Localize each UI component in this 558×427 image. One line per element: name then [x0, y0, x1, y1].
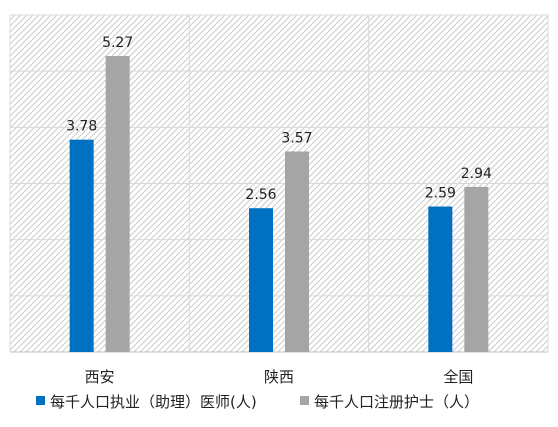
- data-label: 2.56: [245, 187, 276, 203]
- bar-nurses-1: [285, 151, 309, 352]
- bar-nurses-0: [105, 56, 130, 352]
- bar-doctors-1: [249, 208, 273, 352]
- category-label: 陕西: [264, 368, 294, 386]
- bar-doctors-2: [428, 206, 453, 352]
- bar-nurses-2: [464, 186, 489, 352]
- data-label: 3.78: [66, 119, 97, 135]
- data-label: 5.27: [102, 35, 133, 51]
- data-label: 2.94: [461, 166, 492, 182]
- bar-doctors-0: [69, 139, 94, 352]
- legend-label: 每千人口执业（助理）医师(人): [50, 393, 257, 411]
- data-label: 2.59: [425, 186, 456, 202]
- data-label: 3.57: [281, 130, 312, 146]
- legend-label: 每千人口注册护士（人）: [314, 393, 479, 411]
- legend-swatch: [300, 396, 309, 405]
- category-label: 全国: [443, 368, 473, 386]
- category-label: 西安: [85, 368, 115, 386]
- legend-swatch: [36, 396, 45, 405]
